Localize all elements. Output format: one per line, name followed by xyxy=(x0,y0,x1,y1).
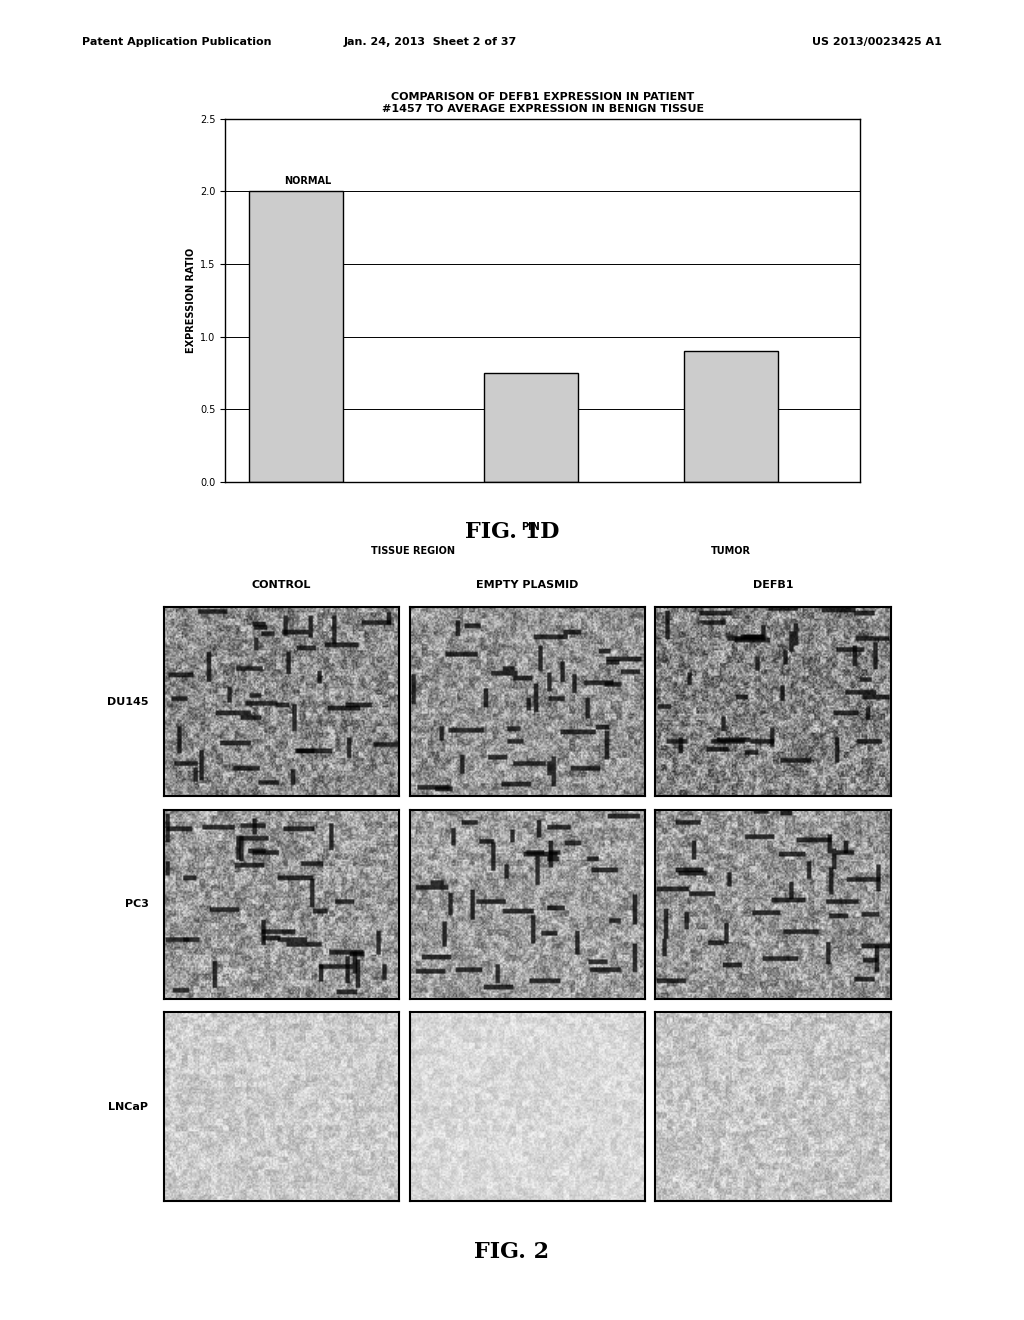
Title: COMPARISON OF DEFB1 EXPRESSION IN PATIENT
#1457 TO AVERAGE EXPRESSION IN BENIGN : COMPARISON OF DEFB1 EXPRESSION IN PATIEN… xyxy=(382,92,703,114)
Text: US 2013/0023425 A1: US 2013/0023425 A1 xyxy=(812,37,942,48)
Text: Jan. 24, 2013  Sheet 2 of 37: Jan. 24, 2013 Sheet 2 of 37 xyxy=(343,37,517,48)
Text: CONTROL: CONTROL xyxy=(252,579,311,590)
Text: NORMAL: NORMAL xyxy=(284,176,332,186)
Text: PIN: PIN xyxy=(521,523,541,532)
Text: PC3: PC3 xyxy=(125,899,148,909)
Bar xyxy=(249,191,343,482)
Bar xyxy=(684,351,778,482)
Text: FIG. 2: FIG. 2 xyxy=(474,1241,550,1263)
Text: TUMOR: TUMOR xyxy=(711,545,751,556)
Text: Patent Application Publication: Patent Application Publication xyxy=(82,37,271,48)
Bar xyxy=(484,372,578,482)
Text: EMPTY PLASMID: EMPTY PLASMID xyxy=(476,579,579,590)
Text: LNCaP: LNCaP xyxy=(109,1102,148,1111)
Text: DEFB1: DEFB1 xyxy=(753,579,794,590)
Text: DU145: DU145 xyxy=(106,697,148,706)
Y-axis label: EXPRESSION RATIO: EXPRESSION RATIO xyxy=(186,248,196,352)
Text: FIG. 1D: FIG. 1D xyxy=(465,521,559,544)
Text: TISSUE REGION: TISSUE REGION xyxy=(372,545,456,556)
